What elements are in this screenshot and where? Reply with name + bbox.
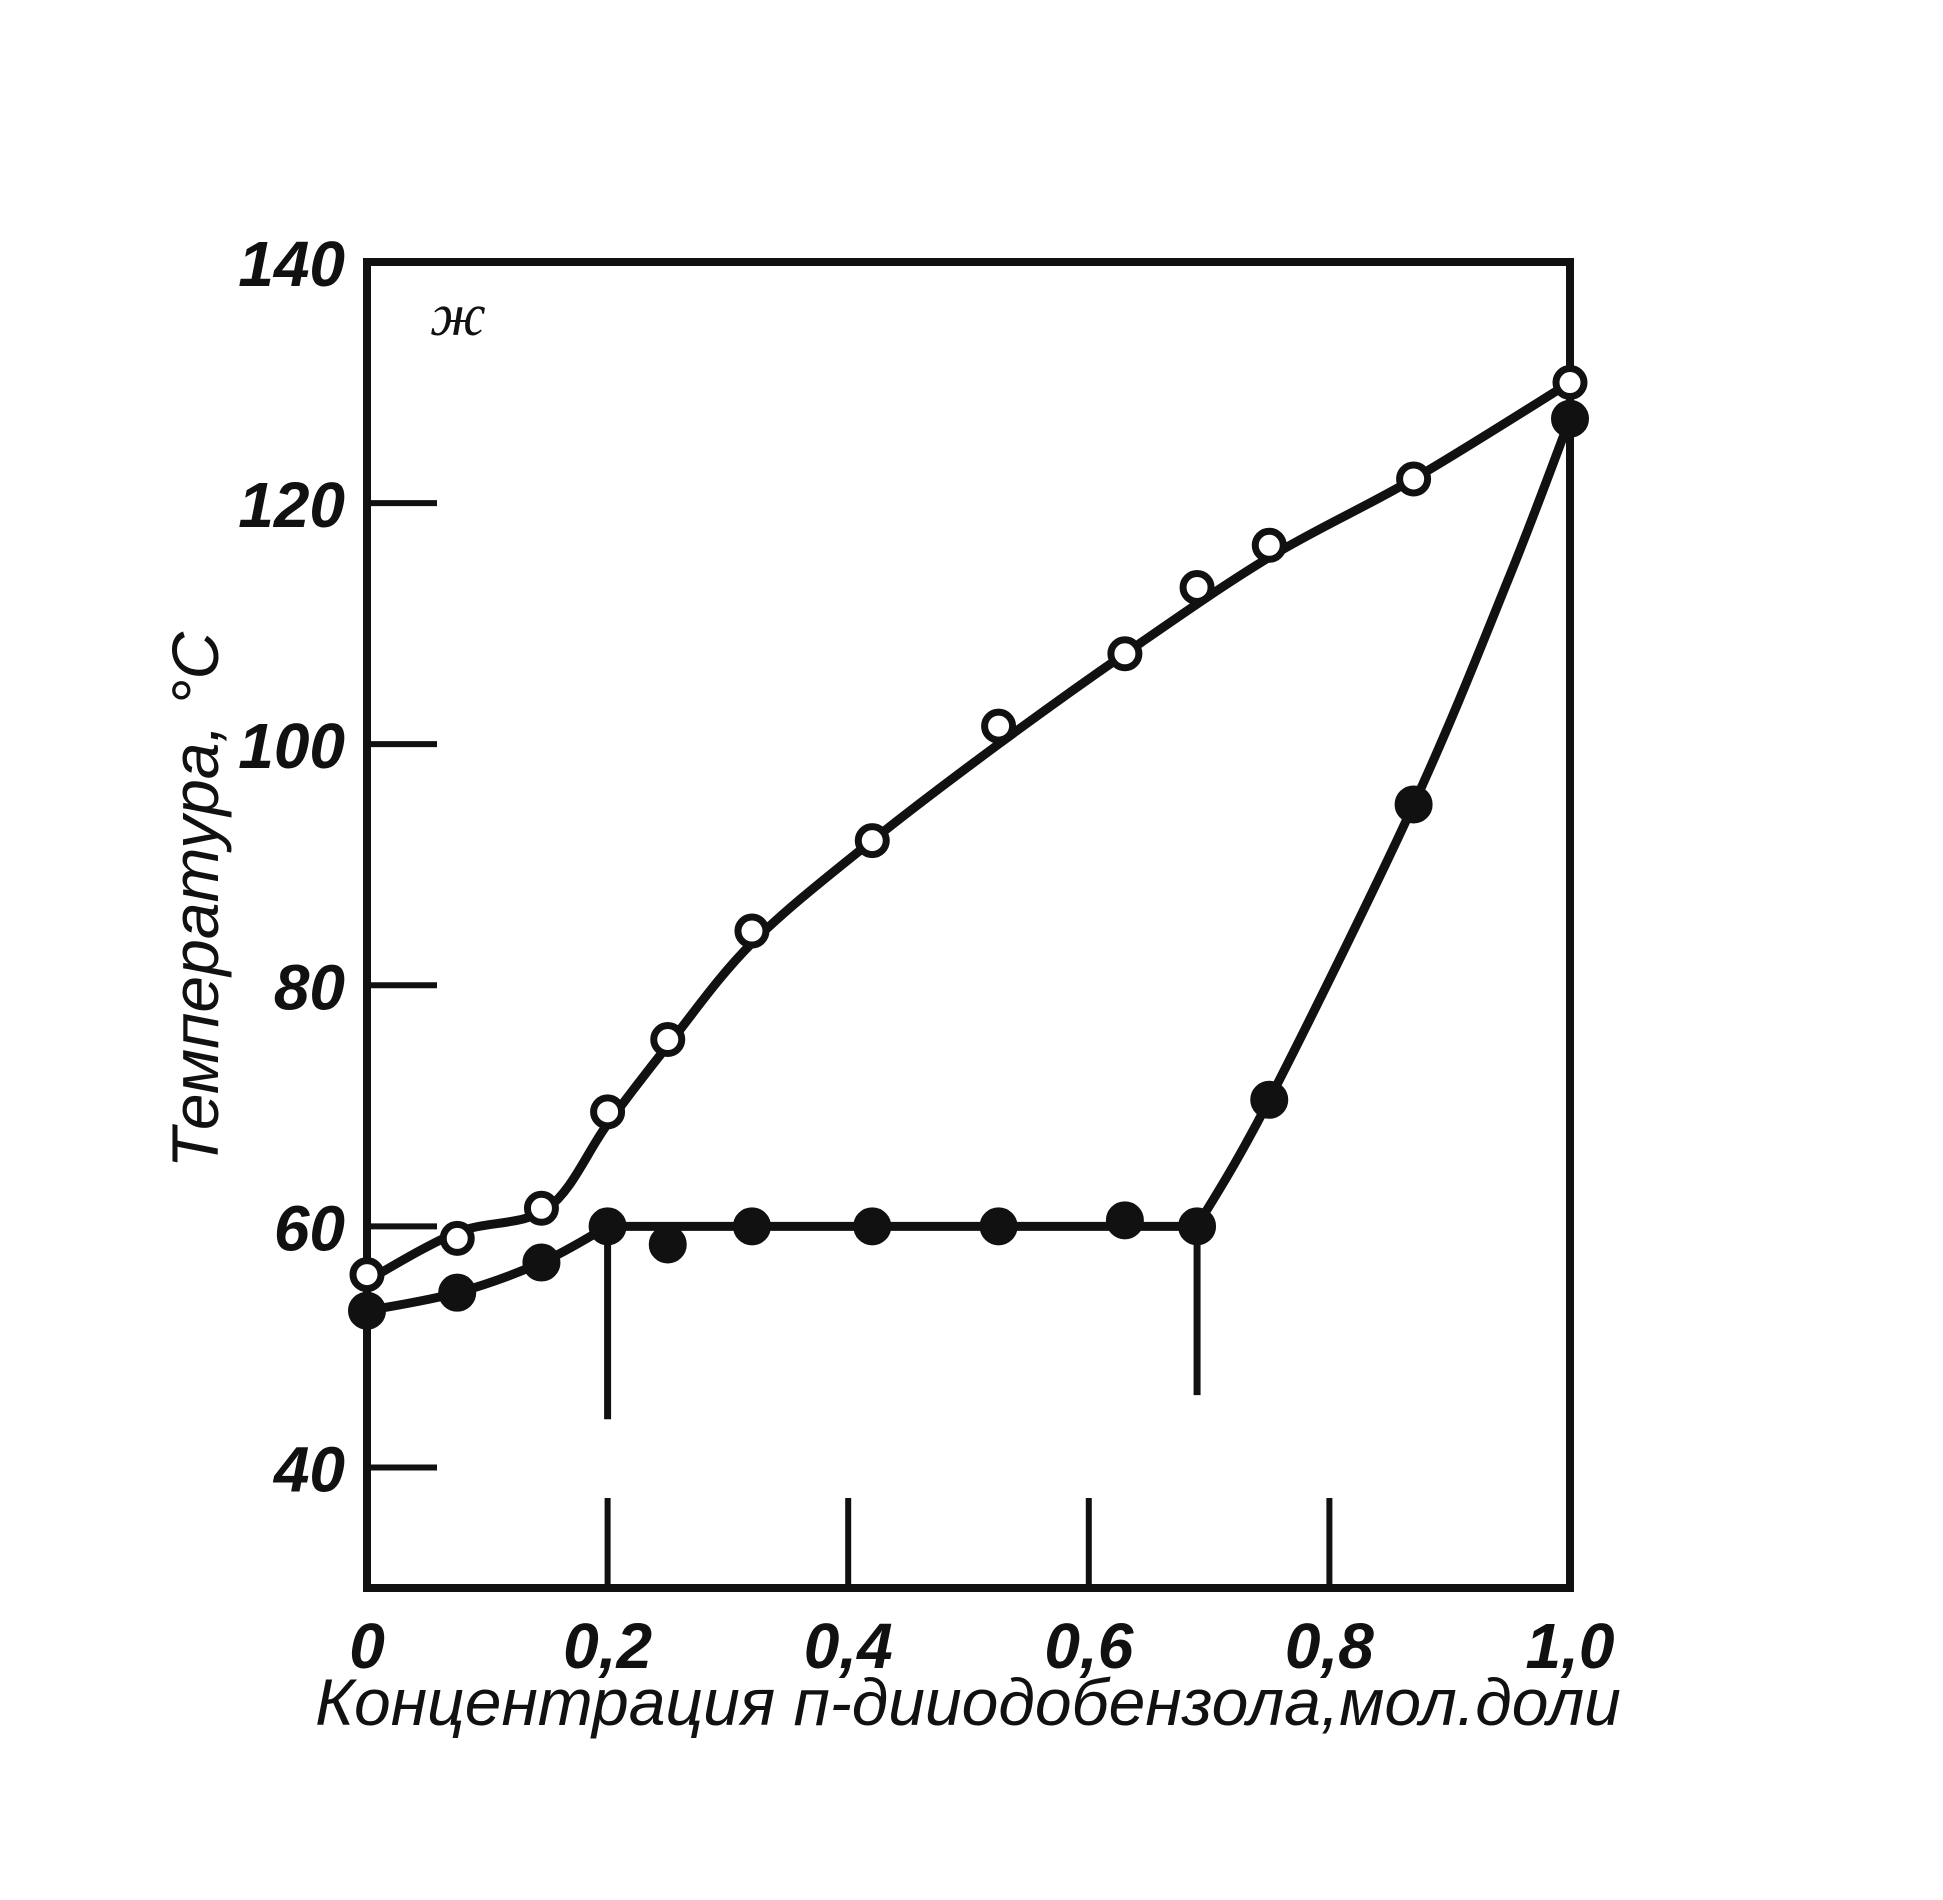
y-tick-label: 140 bbox=[238, 228, 345, 300]
open-point bbox=[1552, 365, 1588, 401]
x-tick-label: 0,6 bbox=[1044, 1610, 1133, 1682]
filled-point bbox=[1105, 1201, 1144, 1240]
region-label: ж bbox=[430, 282, 486, 348]
plot-frame bbox=[363, 258, 1574, 1592]
data-points bbox=[348, 365, 1589, 1330]
y-tick-label: 80 bbox=[274, 951, 345, 1023]
open-point bbox=[734, 913, 770, 949]
filled-point bbox=[348, 1291, 386, 1330]
y-tick-label: 100 bbox=[238, 710, 345, 782]
y-tick-label: 40 bbox=[272, 1433, 345, 1505]
open-point bbox=[854, 823, 890, 859]
filled-point bbox=[1551, 399, 1589, 438]
filled-point bbox=[732, 1207, 771, 1246]
open-point bbox=[523, 1190, 559, 1226]
open-point bbox=[349, 1257, 385, 1293]
liquidus-curve bbox=[362, 378, 1575, 1286]
filled-point bbox=[1250, 1080, 1289, 1119]
x-tick-label: 0,8 bbox=[1285, 1610, 1374, 1682]
x-axis-title: Концентрация п-дииодобензола,мол.доли bbox=[315, 1665, 1621, 1739]
axis-ticks: 40 60 80 100 120 140 0 0,2 0,4 0,6 0,8 1,0 bbox=[238, 228, 1614, 1682]
open-point bbox=[1107, 636, 1143, 672]
open-point bbox=[1251, 527, 1287, 563]
x-tick-label: 0,2 bbox=[563, 1610, 652, 1682]
filled-point bbox=[648, 1225, 687, 1264]
x-tick-label: 0 bbox=[349, 1610, 385, 1682]
x-tick-label: 1,0 bbox=[1526, 1610, 1615, 1682]
filled-point bbox=[438, 1273, 477, 1312]
open-point bbox=[981, 708, 1017, 744]
open-point bbox=[1396, 461, 1432, 497]
open-point bbox=[590, 1094, 626, 1130]
open-point bbox=[439, 1220, 475, 1256]
open-point bbox=[1179, 569, 1215, 605]
solidus-lower-curve bbox=[362, 1221, 613, 1316]
filled-point bbox=[979, 1207, 1018, 1246]
open-point bbox=[650, 1022, 686, 1058]
filled-point bbox=[1394, 785, 1433, 824]
filled-point bbox=[588, 1207, 627, 1246]
filled-point bbox=[853, 1207, 892, 1246]
y-tick-label: 120 bbox=[238, 469, 345, 541]
filled-point bbox=[1178, 1207, 1217, 1246]
filled-point bbox=[522, 1243, 561, 1282]
y-tick-label: 60 bbox=[274, 1192, 345, 1264]
x-tick-label: 0,4 bbox=[804, 1610, 893, 1682]
y-axis-title: Температура, °С bbox=[158, 630, 232, 1168]
